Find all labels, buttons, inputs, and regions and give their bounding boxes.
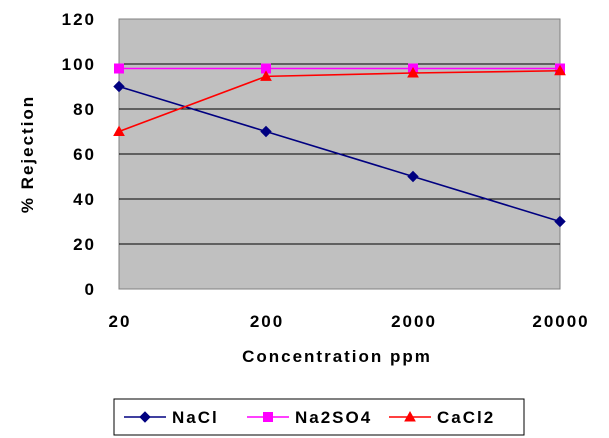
series-line-cacl2 <box>118 69 561 133</box>
y-tick-label: 40 <box>73 190 96 209</box>
legend-box <box>113 398 525 436</box>
legend-marker-cacl2 <box>404 410 416 422</box>
data-point-nacl <box>113 80 125 93</box>
y-tick-label: 100 <box>62 55 96 74</box>
series-line-nacl <box>118 85 561 223</box>
data-point-nacl <box>554 215 566 228</box>
y-axis-ticks: 0 20 40 60 80 100 120 <box>62 10 96 299</box>
legend-label-nacl: NaCl <box>172 408 219 427</box>
x-tick-label: 20 <box>109 312 132 331</box>
data-point-cacl2 <box>260 70 272 81</box>
x-tick-label: 20000 <box>532 312 589 331</box>
y-tick-label: 120 <box>62 10 96 29</box>
x-axis-title: Concentration ppm <box>242 347 432 366</box>
x-tick-label: 200 <box>250 312 284 331</box>
data-point-nacl <box>260 125 272 138</box>
y-tick-label: 80 <box>73 100 96 119</box>
series-lines <box>113 63 566 228</box>
x-tick-label: 2000 <box>391 312 437 331</box>
y-tick-label: 0 <box>85 280 96 299</box>
legend: NaCl Na2SO4 CaCl2 <box>113 398 525 436</box>
legend-marker-na2so4 <box>263 412 273 422</box>
legend-marker-nacl <box>139 411 151 423</box>
data-point-nacl <box>407 170 419 183</box>
data-point-cacl2 <box>113 125 125 136</box>
data-point-na2so4 <box>114 63 124 74</box>
legend-label-na2so4: Na2SO4 <box>295 408 372 427</box>
x-axis-ticks: 20 200 2000 20000 <box>109 312 589 331</box>
data-point-cacl2 <box>407 66 419 78</box>
y-tick-label: 20 <box>73 235 96 254</box>
legend-label-cacl2: CaCl2 <box>437 408 495 427</box>
data-point-cacl2 <box>554 64 566 76</box>
y-axis-title: % Rejection <box>18 95 37 213</box>
y-tick-label: 60 <box>73 145 96 164</box>
